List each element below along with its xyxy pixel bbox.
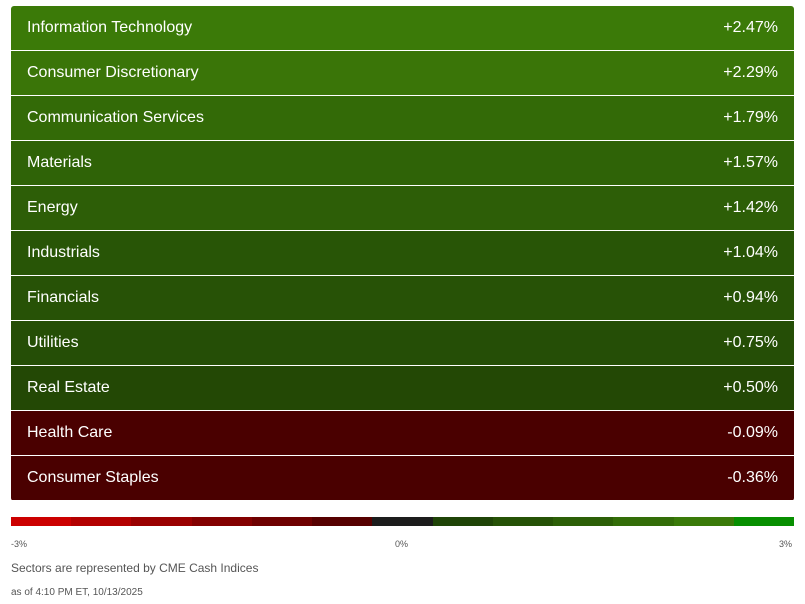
sector-name: Information Technology bbox=[27, 19, 193, 36]
sector-name: Communication Services bbox=[27, 109, 204, 126]
scale-segment bbox=[71, 517, 132, 526]
as-of-timestamp: as of 4:10 PM ET, 10/13/2025 bbox=[11, 587, 143, 598]
scale-mid-label: 0% bbox=[395, 539, 409, 549]
sector-row[interactable]: Financials +0.94% bbox=[11, 276, 794, 321]
scale-segment bbox=[131, 517, 192, 526]
sector-name: Industrials bbox=[27, 244, 100, 261]
sector-name: Health Care bbox=[27, 424, 113, 441]
sector-name: Real Estate bbox=[27, 379, 110, 396]
scale-segment bbox=[11, 517, 72, 526]
scale-segment bbox=[613, 517, 674, 526]
sector-name: Consumer Staples bbox=[27, 469, 159, 486]
sector-change-value: +1.42% bbox=[723, 199, 778, 216]
scale-segment bbox=[251, 517, 313, 526]
scale-segment bbox=[191, 517, 252, 526]
scale-segment bbox=[673, 517, 734, 526]
scale-segment bbox=[733, 517, 795, 526]
sector-change-value: +0.50% bbox=[723, 379, 778, 396]
sector-change-value: +1.57% bbox=[723, 154, 778, 171]
sector-row[interactable]: Utilities +0.75% bbox=[11, 321, 794, 366]
sector-change-value: +2.29% bbox=[723, 64, 778, 81]
sector-row[interactable]: Industrials +1.04% bbox=[11, 231, 794, 276]
sector-change-value: +1.79% bbox=[723, 109, 778, 126]
source-note: Sectors are represented by CME Cash Indi… bbox=[11, 561, 259, 575]
scale-min-label: -3% bbox=[11, 539, 28, 549]
sector-name: Utilities bbox=[27, 334, 79, 351]
scale-max-label: 3% bbox=[779, 539, 793, 549]
sector-row[interactable]: Energy +1.42% bbox=[11, 186, 794, 231]
sector-change-value: -0.36% bbox=[727, 469, 778, 486]
sector-row[interactable]: Health Care -0.09% bbox=[11, 411, 794, 456]
sector-change-value: +2.47% bbox=[723, 19, 778, 36]
sector-row[interactable]: Real Estate +0.50% bbox=[11, 366, 794, 411]
sector-change-value: -0.09% bbox=[727, 424, 778, 441]
sector-name: Consumer Discretionary bbox=[27, 64, 199, 81]
scale-segment bbox=[553, 517, 614, 526]
scale-segment bbox=[372, 517, 433, 526]
sector-row[interactable]: Consumer Discretionary +2.29% bbox=[11, 51, 794, 96]
sector-name: Materials bbox=[27, 154, 92, 171]
sector-change-value: +0.94% bbox=[723, 289, 778, 306]
scale-segment bbox=[492, 517, 554, 526]
sector-row[interactable]: Information Technology +2.47% bbox=[11, 6, 794, 51]
sector-row[interactable]: Consumer Staples -0.36% bbox=[11, 456, 794, 500]
sector-name: Energy bbox=[27, 199, 78, 216]
scale-segment bbox=[432, 517, 493, 526]
sector-heatmap: Information Technology +2.47% Consumer Dis… bbox=[11, 6, 794, 501]
color-scale-bar bbox=[11, 517, 795, 526]
sector-row[interactable]: Materials +1.57% bbox=[11, 141, 794, 186]
scale-segment bbox=[312, 517, 373, 526]
sector-name: Financials bbox=[27, 289, 100, 306]
sector-row[interactable]: Communication Services +1.79% bbox=[11, 96, 794, 141]
sector-change-value: +0.75% bbox=[723, 334, 778, 351]
sector-change-value: +1.04% bbox=[723, 244, 778, 261]
